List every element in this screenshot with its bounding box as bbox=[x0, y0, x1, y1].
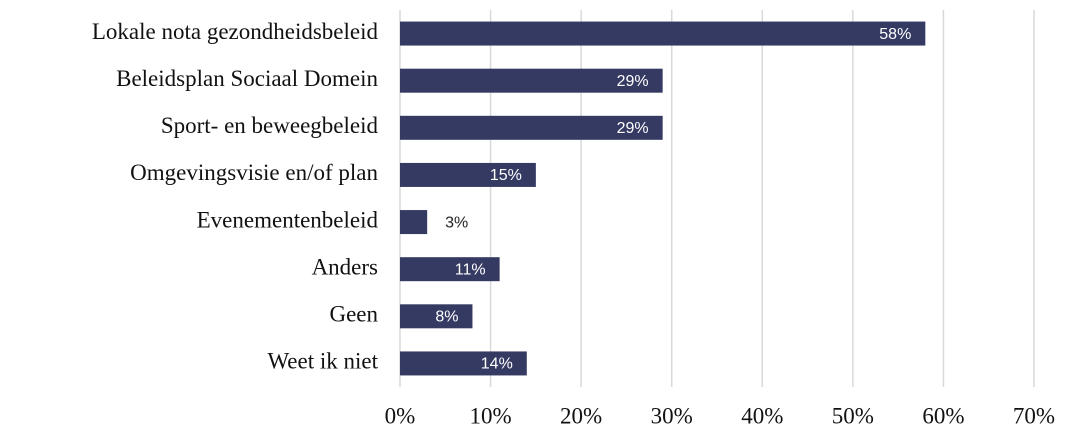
value-label: 11% bbox=[455, 261, 486, 278]
y-tick-label: Lokale nota gezondheidsbeleid bbox=[92, 19, 379, 44]
bar bbox=[400, 21, 926, 46]
bar bbox=[400, 351, 527, 376]
y-tick-label: Geen bbox=[329, 302, 378, 327]
y-tick-label: Evenementenbeleid bbox=[197, 207, 379, 232]
value-label: 15% bbox=[490, 167, 522, 184]
x-tick-label: 60% bbox=[922, 403, 964, 428]
x-tick-label: 70% bbox=[1013, 403, 1055, 428]
value-label: 29% bbox=[617, 120, 649, 137]
y-tick-label: Beleidsplan Sociaal Domein bbox=[116, 66, 378, 91]
x-tick-label: 50% bbox=[832, 403, 874, 428]
x-tick-label: 40% bbox=[741, 403, 783, 428]
x-tick-label: 0% bbox=[385, 403, 416, 428]
bar bbox=[400, 210, 428, 235]
value-label: 3% bbox=[445, 214, 468, 231]
x-tick-label: 10% bbox=[469, 403, 511, 428]
x-tick-label: 20% bbox=[560, 403, 602, 428]
value-label: 29% bbox=[617, 73, 649, 90]
bar bbox=[400, 162, 536, 187]
bar bbox=[400, 304, 473, 329]
bar bbox=[400, 257, 500, 282]
y-tick-label: Weet ik niet bbox=[267, 349, 378, 374]
value-label: 8% bbox=[435, 309, 458, 326]
y-tick-label: Omgevingsvisie en/of plan bbox=[130, 160, 378, 185]
value-label: 14% bbox=[481, 356, 513, 373]
y-tick-label: Anders bbox=[312, 254, 378, 279]
value-label: 58% bbox=[879, 26, 911, 43]
bar bbox=[400, 68, 663, 93]
y-tick-label: Sport- en beweegbeleid bbox=[161, 113, 379, 138]
bar bbox=[400, 115, 663, 140]
x-tick-label: 30% bbox=[651, 403, 693, 428]
